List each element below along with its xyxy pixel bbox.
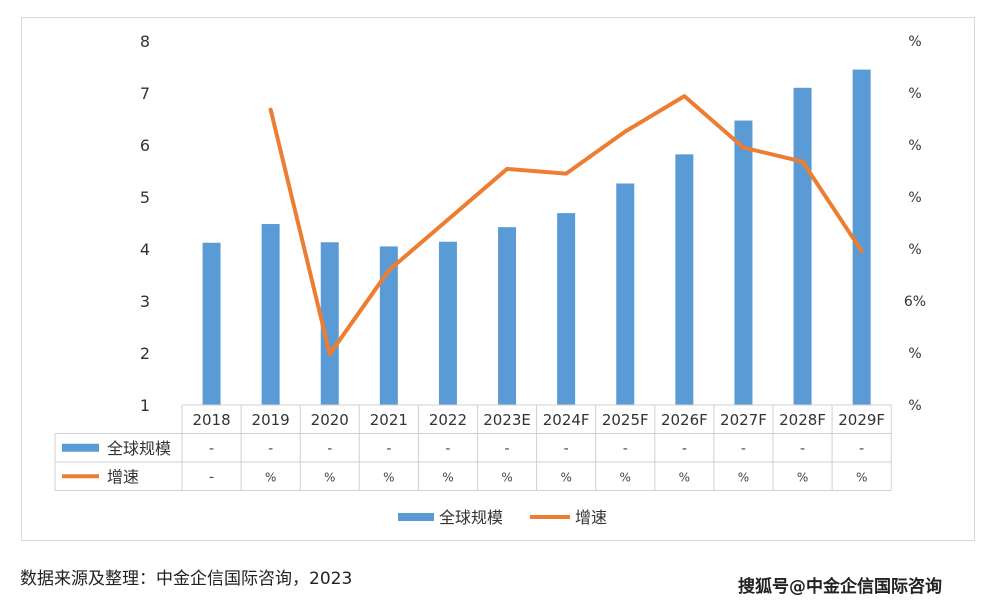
y-tick-label: 4 [140, 240, 150, 259]
table-cell: - [445, 441, 450, 457]
x-tick-label: 2027F [720, 411, 767, 429]
x-tick-label: 2026F [661, 411, 708, 429]
legend-swatch-bar [398, 513, 434, 521]
bar-2027F [734, 120, 753, 405]
x-tick-label: 2025F [602, 411, 649, 429]
x-tick-label: 2021 [370, 411, 408, 429]
table-cell: - [741, 441, 746, 457]
bar-2025F [616, 183, 635, 405]
table-cell: - [682, 441, 687, 457]
table-cell: % [324, 470, 335, 484]
legend-label: 全球规模 [439, 508, 503, 527]
source-note: 数据来源及整理：中金企信国际咨询，2023 [20, 569, 353, 589]
table-cell: - [209, 441, 214, 457]
table-cell: - [859, 441, 864, 457]
table-cell: % [738, 470, 749, 484]
table-key-bar [62, 443, 99, 452]
y2-tick-label: % [908, 398, 921, 414]
table-cell: % [797, 470, 808, 484]
bar-2020 [320, 242, 339, 405]
table-cell: % [620, 470, 631, 484]
table-cell: % [501, 470, 512, 484]
table-cell: - [327, 441, 332, 457]
y2-tick-label: % [908, 86, 921, 102]
table-cell: - [800, 441, 805, 457]
x-tick-label: 2022 [429, 411, 467, 429]
bar-2018 [202, 242, 221, 405]
y2-tick-label: % [908, 190, 921, 206]
y-tick-label: 6 [140, 136, 150, 155]
y-tick-label: 5 [140, 188, 150, 207]
x-tick-label: 2018 [192, 411, 230, 429]
y-tick-label: 8 [140, 32, 150, 51]
table-cell: % [442, 470, 453, 484]
table-cell: % [383, 470, 394, 484]
table-cell: - [268, 441, 273, 457]
y-tick-label: 7 [140, 84, 150, 103]
bar-2026F [675, 154, 694, 405]
y2-tick-label: % [908, 242, 921, 258]
table-cell: % [265, 470, 276, 484]
growth-line [268, 94, 864, 357]
table-cell: - [209, 469, 214, 485]
y2-tick-label: % [908, 138, 921, 154]
table-cell: % [679, 470, 690, 484]
x-tick-label: 2024F [543, 411, 590, 429]
x-tick-label: 2023E [483, 411, 531, 429]
x-tick-label: 2020 [311, 411, 349, 429]
y2-tick-label: % [908, 346, 921, 362]
bar-2019 [261, 224, 280, 405]
bar-2024F [557, 213, 576, 405]
bar-2028F [793, 87, 812, 406]
table-cell: % [560, 470, 571, 484]
table-row-label: 全球规模 [107, 439, 171, 458]
bar-2029F [852, 69, 871, 405]
legend-label: 增速 [575, 508, 607, 527]
table-cell: - [505, 441, 510, 457]
table-cell: - [623, 441, 628, 457]
y-tick-label: 3 [140, 292, 150, 311]
table-row-label: 增速 [107, 467, 139, 486]
y-tick-label: 2 [140, 344, 150, 363]
chart-frame: 1 2 3 4 5 6 7 8%% 6%%%%%% 2018 2019 2020 2021 2022 202… [21, 17, 975, 541]
table-cell: - [386, 441, 391, 457]
y2-tick-label: % [908, 34, 921, 50]
table-cell: - [564, 441, 569, 457]
bar-2021 [379, 246, 398, 405]
y-tick-label: 1 [140, 396, 150, 415]
table-cell: % [856, 470, 867, 484]
x-tick-label: 2019 [252, 411, 290, 429]
bar-2023E [498, 227, 517, 405]
chart-svg: 1 2 3 4 5 6 7 8%% 6%%%%%% 2018 2019 2020 2021 2022 202… [54, 32, 926, 527]
bar-2022 [438, 241, 457, 405]
x-tick-label: 2028F [779, 411, 826, 429]
x-tick-label: 2029F [838, 411, 885, 429]
watermark: 搜狐号@中金企信国际咨询 [738, 577, 942, 597]
y2-tick-label: 6% [904, 294, 926, 310]
